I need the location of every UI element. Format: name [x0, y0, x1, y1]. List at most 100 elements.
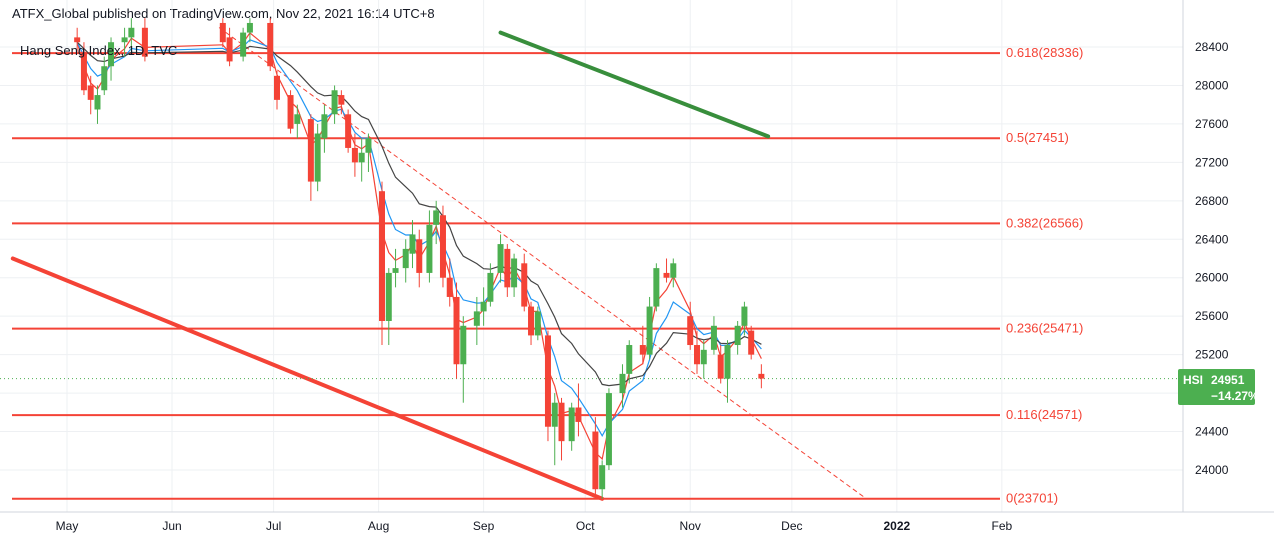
candle-body: [307, 119, 314, 182]
candle-body: [551, 402, 558, 427]
x-tick-label: Jun: [162, 519, 181, 533]
candle-body: [379, 191, 385, 321]
candle-body: [575, 407, 582, 422]
candle-body: [534, 311, 541, 336]
x-tick-label: 2022: [883, 519, 910, 533]
candle-body: [544, 335, 551, 427]
y-tick-label: 26000: [1195, 271, 1229, 285]
candle-body: [446, 277, 453, 297]
candle-body: [80, 51, 87, 91]
x-tick-label: Sep: [473, 519, 495, 533]
candle-body: [670, 263, 677, 278]
candle-body: [758, 373, 765, 379]
price-tag-change: −14.27%: [1211, 389, 1259, 403]
candle-body: [314, 133, 321, 182]
candle-body: [219, 22, 226, 43]
candle-body: [226, 37, 233, 62]
candle-body: [626, 345, 633, 374]
fib-level-label: 0.382(26566): [1006, 215, 1083, 230]
candle-body: [439, 215, 446, 278]
candle-body: [351, 147, 358, 163]
candle-body: [528, 306, 535, 336]
candle-body: [402, 248, 409, 269]
candle-body: [409, 234, 416, 254]
candle-body: [128, 27, 135, 38]
y-tick-label: 26400: [1195, 232, 1229, 246]
x-tick-label: Feb: [991, 519, 1012, 533]
candle-body: [287, 95, 294, 129]
candle-body: [741, 306, 748, 326]
ema-slow-line: [76, 41, 762, 387]
fib-level-label: 0(23701): [1006, 491, 1058, 506]
candle-body: [592, 431, 599, 490]
y-tick-label: 27600: [1195, 117, 1229, 131]
fibonacci-levels[interactable]: 0.618(28336) 0.5(27451) 0.382(26566) 0.236(…: [12, 45, 1083, 506]
candle-body: [416, 239, 423, 273]
symbol-label: Hang Seng Index, 1D, TVC: [20, 43, 177, 58]
candle-body: [748, 330, 755, 355]
candle-body: [101, 66, 108, 91]
candle-body: [599, 465, 606, 490]
candle-body: [274, 75, 280, 100]
candle-body: [141, 27, 148, 57]
x-tick-label: Dec: [781, 519, 802, 533]
x-tick-label: Oct: [576, 519, 595, 533]
ema-mid-line: [76, 39, 762, 438]
fib-level-label: 0.618(28336): [1006, 45, 1083, 60]
candle-body: [433, 210, 440, 225]
candle-body: [121, 37, 128, 43]
candle-body: [734, 325, 741, 346]
candle-body: [473, 311, 480, 326]
trendline-green-resistance: [498, 30, 771, 139]
trendline-descending-dashed: [218, 27, 867, 500]
candle-body: [392, 268, 399, 273]
candle-body: [321, 114, 328, 139]
y-tick-label: 28400: [1195, 40, 1229, 54]
candle-body: [426, 224, 433, 273]
candle-body: [267, 22, 274, 67]
candle-body: [511, 258, 518, 288]
price-tag-bg: [1178, 369, 1255, 405]
candle-body: [338, 95, 345, 105]
candle-body: [385, 272, 392, 321]
y-tick-label: 28000: [1195, 78, 1229, 92]
fib-level-label: 0.116(24571): [1006, 407, 1082, 422]
x-tick-label: Nov: [680, 519, 701, 533]
candle-body: [331, 90, 338, 115]
candle-body: [694, 345, 700, 365]
y-tick-label: 24000: [1195, 463, 1229, 477]
candlesticks: [74, 18, 765, 499]
candle-body: [663, 272, 670, 278]
y-tick-label: 25600: [1195, 309, 1229, 323]
candle-body: [605, 393, 612, 466]
candle-body: [619, 373, 626, 394]
candle-body: [487, 272, 494, 302]
candle-body: [480, 301, 487, 312]
fib-level-label: 0.5(27451): [1006, 130, 1069, 145]
candle-body: [700, 349, 707, 365]
price-axis[interactable]: 2400024400248002520025600260002640026800…: [1195, 40, 1229, 477]
price-tag-symbol: HSI: [1183, 373, 1203, 387]
y-tick-label: 25200: [1195, 348, 1229, 362]
x-tick-label: May: [56, 519, 79, 533]
candle-body: [558, 402, 565, 442]
candle-body: [687, 316, 694, 346]
candle-body: [646, 306, 653, 355]
y-tick-label: 27200: [1195, 155, 1229, 169]
candle-body: [497, 244, 504, 273]
candle-body: [240, 32, 247, 57]
time-axis[interactable]: May Jun Jul Aug Sep Oct Nov Dec 2022 Feb: [56, 519, 1013, 533]
published-header: ATFX_Global published on TradingView.com…: [12, 6, 435, 21]
candle-body: [568, 407, 575, 442]
candle-body: [74, 37, 81, 43]
candle-body: [94, 95, 101, 110]
trendlines[interactable]: [0, 27, 1183, 501]
fib-level-label: 0.236(25471): [1006, 321, 1083, 336]
y-tick-label: 26800: [1195, 194, 1229, 208]
candle-body: [521, 263, 528, 307]
candle-body: [453, 296, 460, 365]
x-tick-label: Aug: [368, 519, 389, 533]
x-tick-label: Jul: [266, 519, 281, 533]
candle-body: [460, 325, 467, 365]
